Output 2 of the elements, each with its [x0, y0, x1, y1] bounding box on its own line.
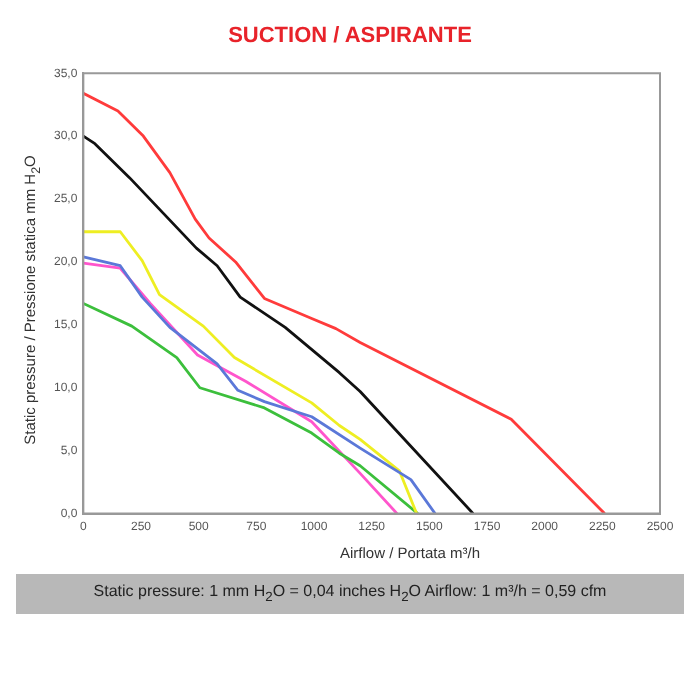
text: Static pressure: 1 mm H$_{2}$O = 0,04 inches H$_{2}$O Airflow: 1 m³/h = 0,59 cfm: [16, 574, 684, 614]
chart-title: SUCTION / ASPIRANTE: [226, 24, 474, 48]
